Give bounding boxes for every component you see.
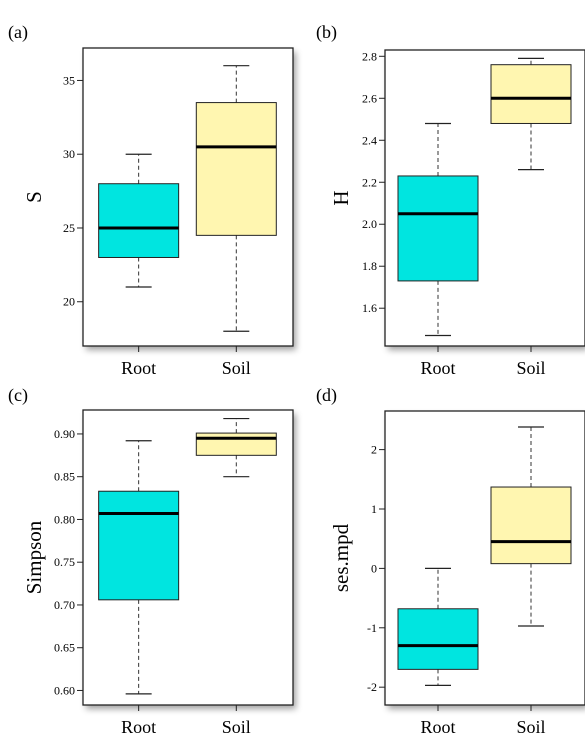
iqr-box [490,486,572,565]
iqr-box [397,175,479,282]
y-tick-label: 1.8 [362,259,377,273]
y-tick-label: 0.90 [54,427,75,441]
x-tick-label-root: Root [420,358,455,378]
plot-frame [82,409,294,706]
x-tick-label-soil: Soil [222,358,251,378]
box-root [397,122,479,337]
y-tick-label: 0.65 [54,641,75,655]
y-tick-label: 0.85 [54,470,75,484]
y-tick-label: 2.6 [362,91,377,105]
y-tick-label: 0.80 [54,512,75,526]
y-tick-label: 35 [63,73,75,87]
box-soil [195,65,277,332]
y-tick-label: 2.8 [362,49,377,63]
panel-1: (a) S 20 25 30 35 Root Soil [8,22,296,378]
x-tick-label-soil: Soil [516,358,545,378]
x-tick-label-soil: Soil [222,717,251,733]
y-tick-label: -1 [367,621,377,635]
y-tick-label: 0.70 [54,598,75,612]
y-tick-label: 1.6 [362,301,377,315]
y-axis-label: H [329,190,353,205]
panel-4: (d) ses.mpd -2 -1 0 1 2 Root Soil [316,385,585,733]
y-axis-label: Simpson [22,520,46,594]
y-tick-label: 1 [371,502,377,516]
x-tick-label-soil: Soil [516,717,545,733]
iqr-box [490,64,572,124]
y-tick-label: 2.0 [362,217,377,231]
y-tick-label: 2.4 [362,133,377,147]
box-soil [195,417,277,478]
y-tick-label: 0 [371,561,377,575]
panel-3: (c) Simpson 0.60 0.65 0.70 0.75 0.80 0.85 0.90 Ro… [8,385,296,733]
panel-label: (b) [316,22,337,43]
iqr-box [195,102,277,236]
box-soil [490,426,572,627]
y-axis-label: ses.mpd [329,523,353,592]
iqr-box [397,608,479,670]
x-tick-label-root: Root [121,358,156,378]
panel-label: (a) [8,22,28,43]
y-tick-label: 0.75 [54,555,75,569]
iqr-box [98,490,180,601]
y-tick-label: -2 [367,680,377,694]
x-tick-label-root: Root [121,717,156,733]
panel-2: (b) H 1.6 1.8 2.0 2.2 2.4 2.6 2.8 Root Soil [316,22,585,378]
box-root [98,440,180,695]
y-tick-label: 0.60 [54,683,75,697]
y-tick-label: 2.2 [362,175,377,189]
y-tick-label: 2 [371,443,377,457]
x-tick-label-root: Root [420,717,455,733]
iqr-box [195,432,277,456]
y-tick-label: 30 [63,147,75,161]
panel-label: (c) [8,385,28,406]
y-tick-label: 25 [63,221,75,235]
panel-label: (d) [316,385,337,406]
y-axis-label: S [22,191,46,203]
box-soil [490,57,572,171]
iqr-box [98,183,180,258]
box-root [98,153,180,288]
box-root [397,567,479,687]
y-tick-label: 20 [63,295,75,309]
